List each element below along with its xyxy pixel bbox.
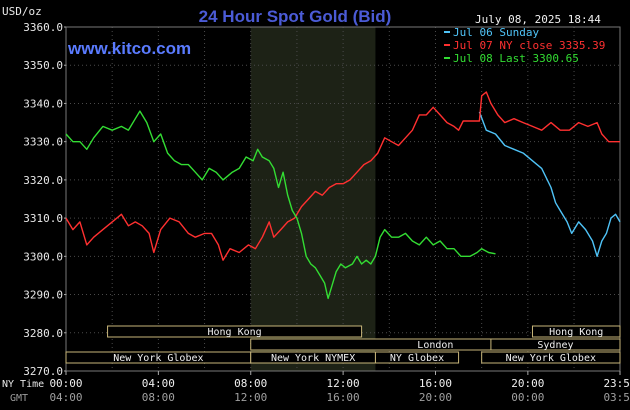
session-label: NY Globex [390, 353, 444, 364]
x-axis-ticks: 00:0004:0008:0012:0016:0020:0023:5904:00… [49, 371, 630, 404]
x-tick-ny: 23:59 [603, 377, 630, 390]
x-tick-gmt: 04:00 [49, 391, 82, 404]
grid-lines [65, 26, 621, 372]
price-series [65, 91, 621, 300]
y-tick-label: 3360.0 [23, 21, 63, 34]
y-axis-ticks: 3360.0 3350.0 3340.0 3330.0 3320.0 3310.0 3300… [23, 21, 66, 378]
x-tick-ny: 16:00 [419, 377, 452, 390]
y-tick-label: 3350.0 [23, 59, 63, 72]
session-band [107, 325, 363, 338]
session-label: Hong Kong [549, 327, 603, 338]
nymex-session-shading [250, 27, 376, 371]
y-tick-label: 3270.0 [23, 365, 63, 378]
x-tick-ny: 04:00 [142, 377, 175, 390]
units-label: USD/oz [2, 5, 42, 18]
ny-time-label: NY Time [2, 379, 44, 390]
x-tick-gmt: 03:59 [603, 391, 630, 404]
x-tick-ny: 00:00 [49, 377, 82, 390]
session-band [531, 325, 621, 338]
y-tick-label: 3330.0 [23, 136, 63, 149]
x-tick-gmt: 00:00 [511, 391, 544, 404]
y-tick-label: 3310.0 [23, 212, 63, 225]
session-label: London [417, 340, 453, 351]
x-tick-gmt: 16:00 [327, 391, 360, 404]
series-line-1 [478, 111, 621, 257]
series-line-2 [65, 91, 620, 261]
legend-entry: Jul 07 NY close 3335.39 [453, 39, 605, 52]
x-tick-ny: 12:00 [327, 377, 360, 390]
source-watermark: www.kitco.com [67, 39, 191, 58]
y-tick-label: 3280.0 [23, 327, 63, 340]
session-band [481, 351, 621, 364]
session-label: New York Globex [506, 353, 596, 364]
chart-title: 24 Hour Spot Gold (Bid) [199, 7, 392, 26]
session-label: New York NYMEX [271, 353, 355, 364]
session-band [490, 338, 621, 351]
series-line-3 [65, 110, 496, 300]
timestamp: July 08, 2025 18:44 [475, 13, 601, 26]
x-tick-gmt: 20:00 [419, 391, 452, 404]
y-tick-label: 3300.0 [23, 250, 63, 263]
y-tick-label: 3290.0 [23, 289, 63, 302]
session-label: Sydney [537, 340, 573, 351]
y-tick-label: 3320.0 [23, 174, 63, 187]
nymex-band [250, 27, 376, 371]
x-tick-gmt: 08:00 [142, 391, 175, 404]
market-session-bands: Hong Kong London New York Globex New York N… [65, 325, 621, 364]
session-band [374, 351, 460, 364]
legend-entry: Jul 08 Last 3300.65 [453, 52, 579, 65]
gmt-label: GMT [10, 393, 28, 404]
legend-entry: Jul 06 Sunday [453, 26, 539, 39]
session-label: New York Globex [113, 353, 203, 364]
session-label: Hong Kong [207, 327, 261, 338]
x-tick-gmt: 12:00 [234, 391, 267, 404]
x-tick-ny: 08:00 [234, 377, 267, 390]
y-tick-label: 3340.0 [23, 97, 63, 110]
x-tick-ny: 20:00 [511, 377, 544, 390]
